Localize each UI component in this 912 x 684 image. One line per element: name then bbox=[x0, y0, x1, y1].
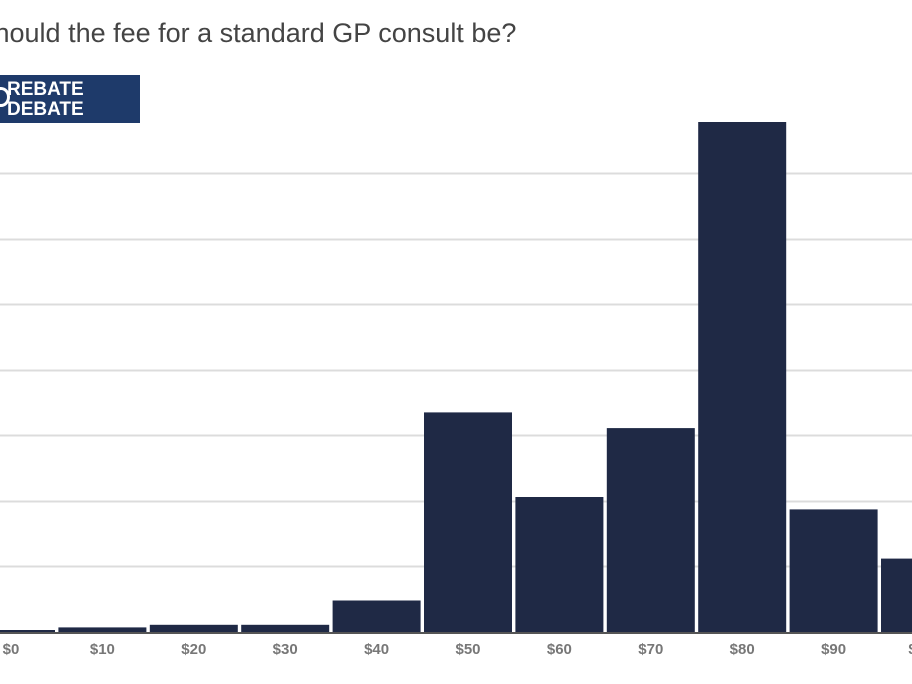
x-tick-label: $0 bbox=[3, 641, 20, 658]
chart-title: t should the fee for a standard GP consu… bbox=[0, 18, 517, 48]
x-tick-label: $50 bbox=[455, 641, 480, 658]
rebate-debate-logo: REBATE DEBATE bbox=[0, 75, 140, 123]
x-tick-label: $70 bbox=[638, 641, 663, 658]
x-tick-label: $90 bbox=[821, 641, 846, 658]
bar-usd-10 bbox=[58, 627, 147, 632]
bar-usd-30 bbox=[241, 624, 330, 632]
logo-text-debate: DEBATE bbox=[7, 99, 84, 120]
bar-usd-90 bbox=[789, 509, 878, 632]
bar-usd-40 bbox=[332, 600, 421, 632]
bar-usd-50 bbox=[424, 412, 512, 632]
x-tick-label: $40 bbox=[364, 641, 389, 658]
x-tick-label: $60 bbox=[547, 641, 572, 658]
bars bbox=[0, 122, 912, 632]
bar-usd-80 bbox=[698, 122, 787, 632]
x-tick-label: $30 bbox=[273, 641, 298, 658]
x-tick-labels: $0 $10 $20 $30 $40 $50 $60 $70 $80 $90 $100 bbox=[3, 641, 912, 658]
x-tick-label: $10 bbox=[90, 641, 115, 658]
x-tick-label: $20 bbox=[181, 641, 206, 658]
bar-usd-0 bbox=[0, 630, 55, 632]
logo-circle-icon bbox=[0, 87, 10, 107]
bar-usd-20 bbox=[149, 624, 238, 632]
x-tick-label: $80 bbox=[730, 641, 755, 658]
x-tick-label: $100 bbox=[908, 641, 912, 658]
bar-usd-70 bbox=[606, 428, 695, 632]
logo-text-rebate: REBATE bbox=[7, 79, 84, 100]
bar-usd-60 bbox=[515, 497, 604, 632]
bar-usd-100 bbox=[881, 558, 912, 632]
